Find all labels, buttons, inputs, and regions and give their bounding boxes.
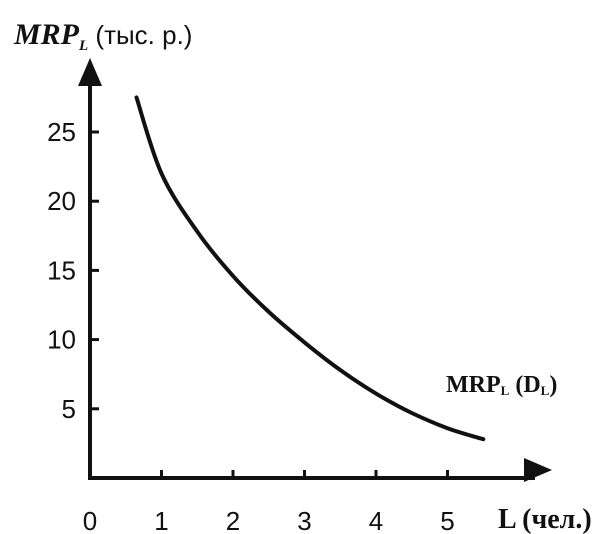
x-axis-arrow-icon: [524, 458, 552, 482]
y-axis-label-sub: L: [78, 38, 88, 54]
x-axis-label: L (чел.): [498, 504, 592, 534]
x-tick-label: 1: [154, 506, 168, 534]
y-tick-label: 5: [62, 394, 76, 424]
x-tick-label: 2: [226, 506, 240, 534]
series-line-mrpl: [134, 95, 486, 442]
series-label: MRPL (DL): [446, 372, 557, 398]
y-tick-label: 20: [47, 186, 76, 216]
y-tick-label: 15: [47, 255, 76, 285]
series-label-main: MRP: [446, 372, 501, 398]
x-tick-label: 4: [369, 506, 383, 534]
x-tick-label: 3: [297, 506, 311, 534]
x-tick-label: 0: [83, 506, 97, 534]
series-label-end: ): [549, 372, 557, 398]
series-label-sub: L: [501, 383, 510, 398]
y-tick-label: 25: [47, 117, 76, 147]
y-axis-label-main: MRP: [13, 18, 80, 51]
y-tick-label: 10: [47, 325, 76, 355]
y-axis-label: MRPL (тыс. р.): [13, 18, 192, 54]
x-tick-label: 5: [440, 506, 454, 534]
y-axis-arrow-icon: [78, 58, 102, 86]
series-label-sub2: L: [541, 383, 550, 398]
y-axis-label-unit: (тыс. р.): [88, 20, 192, 50]
series-label-mid: (D: [509, 372, 540, 398]
